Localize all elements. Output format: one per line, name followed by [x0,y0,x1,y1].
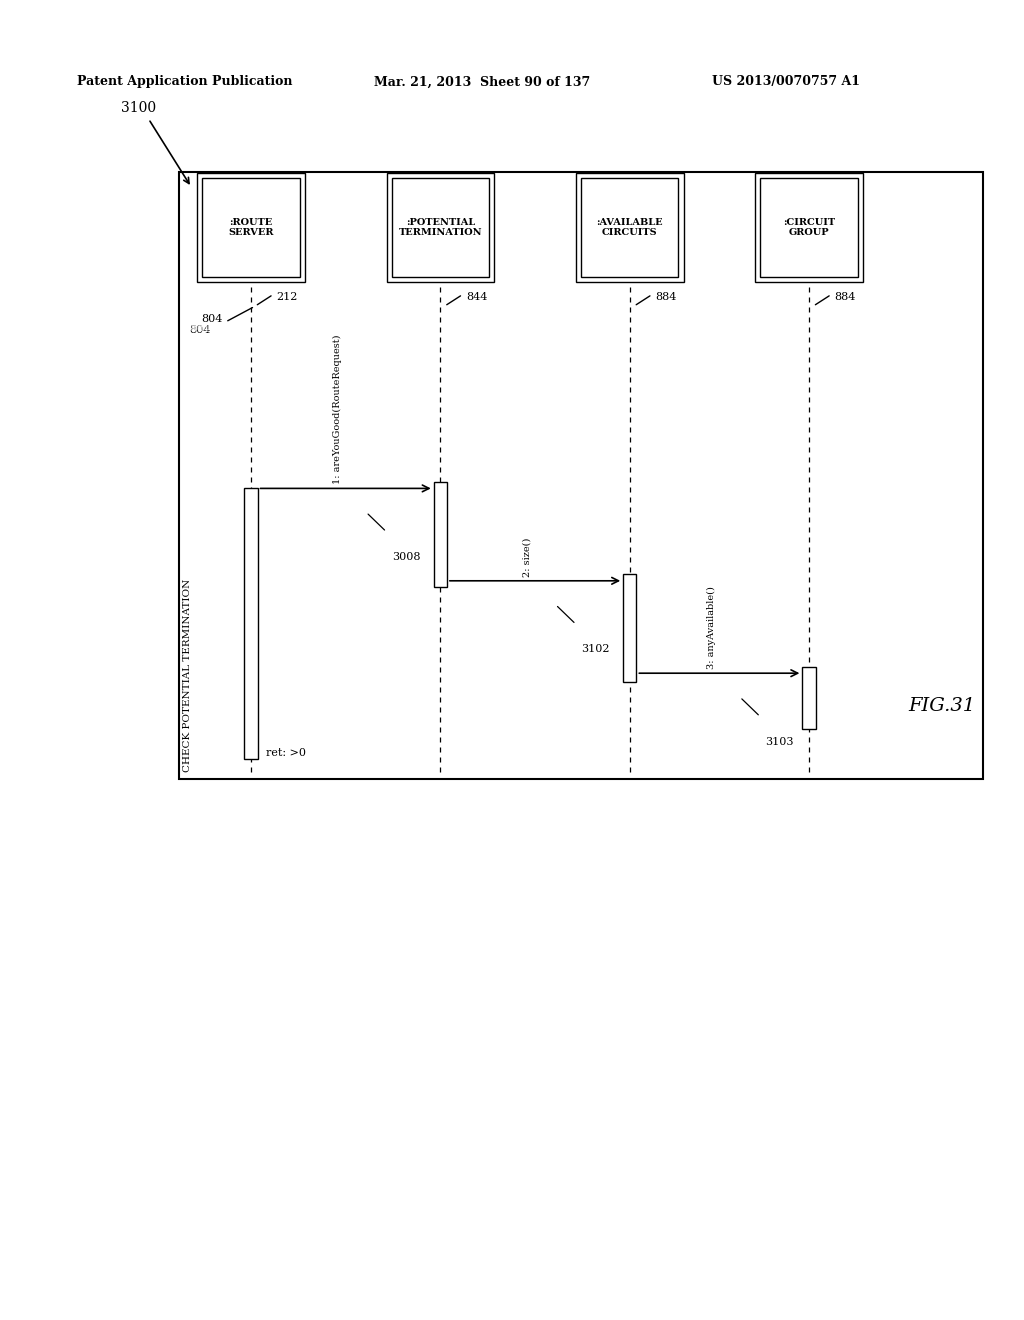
Text: 804: 804 [202,314,223,325]
Text: CHECK POTENTIAL TERMINATION: CHECK POTENTIAL TERMINATION [183,579,191,772]
Text: 3008: 3008 [391,552,420,562]
Bar [623,574,637,682]
Bar [575,173,684,282]
Text: 3: anyAvailable(): 3: anyAvailable() [707,586,716,669]
Text: FIG.31: FIG.31 [908,697,976,715]
Bar [203,178,299,277]
Text: 2: size(): 2: size() [522,537,531,577]
Text: 884: 884 [835,292,856,302]
Bar [582,178,678,277]
Bar [434,482,446,587]
Text: 844: 844 [466,292,487,302]
Text: US 2013/0070757 A1: US 2013/0070757 A1 [712,75,860,88]
Text: ret: >0: ret: >0 [266,748,306,759]
Text: 3100: 3100 [121,102,156,115]
Bar [760,178,858,277]
Text: :POTENTIAL
TERMINATION: :POTENTIAL TERMINATION [398,218,482,238]
Text: 804: 804 [189,325,211,335]
Text: Patent Application Publication: Patent Application Publication [77,75,292,88]
Text: 3102: 3102 [582,644,609,655]
Text: 212: 212 [276,292,298,302]
Text: 3103: 3103 [766,737,794,747]
Text: 1: areYouGood(RouteRequest): 1: areYouGood(RouteRequest) [333,335,342,484]
Text: Mar. 21, 2013  Sheet 90 of 137: Mar. 21, 2013 Sheet 90 of 137 [374,75,590,88]
Text: :ROUTE
SERVER: :ROUTE SERVER [228,218,273,238]
Bar [179,172,983,779]
Text: :CIRCUIT
GROUP: :CIRCUIT GROUP [783,218,835,238]
Bar [391,178,489,277]
Text: —804: —804 [181,326,210,334]
Bar [387,173,494,282]
Bar [244,488,258,759]
Bar [756,173,862,282]
Text: 884: 884 [655,292,677,302]
Text: :AVAILABLE
CIRCUITS: :AVAILABLE CIRCUITS [596,218,664,238]
Bar [197,173,305,282]
Bar [803,667,816,729]
